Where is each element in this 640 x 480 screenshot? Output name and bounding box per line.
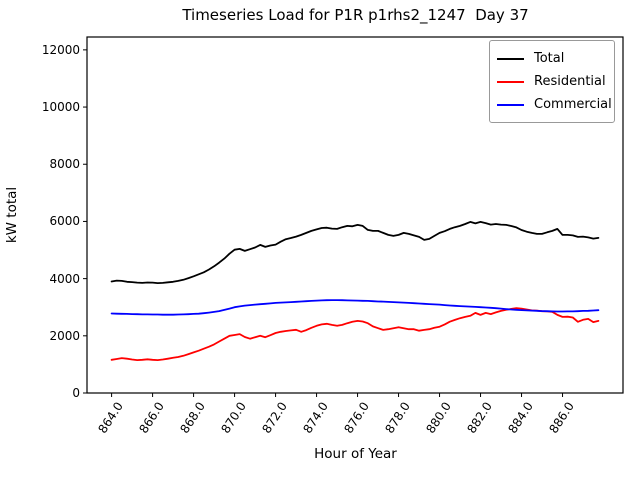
legend-label-total: Total xyxy=(534,51,565,66)
legend-item-total: Total xyxy=(497,47,606,70)
axes-spines xyxy=(86,36,624,394)
residential-line-swatch xyxy=(497,80,524,83)
series-line-total xyxy=(110,220,600,285)
total-line-swatch xyxy=(497,57,524,60)
legend-item-commercial: Commercial xyxy=(497,93,612,116)
chart-title: Timeseries Load for P1R p1rhs2_1247 Day … xyxy=(182,6,529,24)
y-tick-label: 0 xyxy=(72,386,80,400)
series-line-commercial xyxy=(110,299,600,316)
y-tick-label: 8000 xyxy=(49,157,80,172)
y-tick-label: 2000 xyxy=(49,328,80,343)
commercial-line-swatch xyxy=(497,103,524,106)
legend-label-residential: Residential xyxy=(534,74,606,89)
legend-item-residential: Residential xyxy=(497,70,606,93)
y-tick-label: 12000 xyxy=(41,42,80,57)
legend: Total Residential Commercial xyxy=(489,40,615,123)
y-tick-label: 6000 xyxy=(49,214,80,229)
x-axis-label: Hour of Year xyxy=(314,446,397,462)
y-tick-label: 4000 xyxy=(49,271,80,286)
legend-label-commercial: Commercial xyxy=(534,97,612,112)
series-line-residential xyxy=(110,307,600,362)
y-tick-label: 10000 xyxy=(41,100,80,115)
